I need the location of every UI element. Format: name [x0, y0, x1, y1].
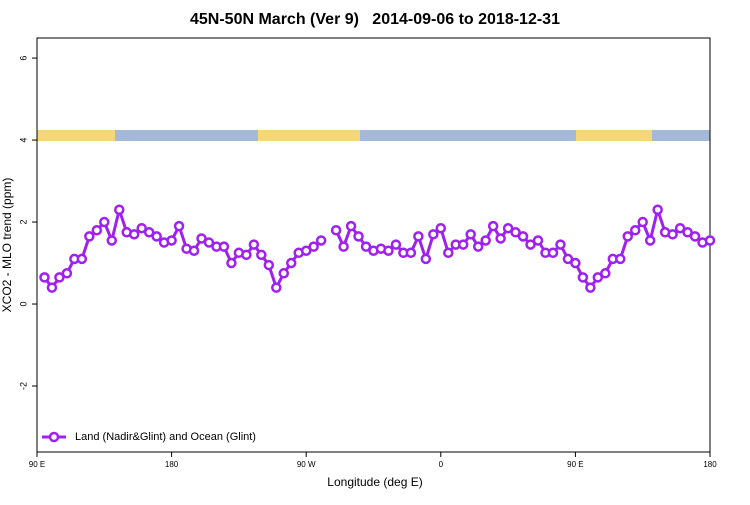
data-point: [84, 231, 95, 242]
x-tick-label: 180: [703, 460, 717, 469]
data-point: [629, 224, 641, 236]
x-axis-label: Longitude (deg E): [327, 475, 422, 489]
data-point: [443, 247, 454, 259]
legend-label: Land (Nadir&Glint) and Ocean (Glint): [75, 431, 256, 443]
data-point: [76, 253, 88, 265]
data-point: [704, 235, 716, 246]
data-point: [166, 235, 177, 246]
data-point: [315, 235, 327, 246]
data-point: [300, 245, 312, 256]
x-tick-label: 90 W: [297, 460, 316, 469]
data-point: [196, 233, 207, 244]
data-point: [480, 235, 491, 246]
data-point: [106, 235, 118, 246]
data-point: [256, 249, 267, 261]
data-point: [592, 272, 604, 283]
y-axis-label: XCO2 - MLO trend (ppm): [0, 178, 14, 313]
data-point: [585, 282, 596, 293]
data-point: [91, 224, 103, 236]
data-point: [667, 229, 678, 240]
data-point: [405, 247, 417, 259]
plot-frame: [36, 37, 711, 453]
data-point: [652, 204, 663, 215]
data-point: [330, 224, 342, 236]
data-point: [555, 239, 566, 250]
data-point: [188, 245, 200, 256]
x-tick-label: 90 E: [29, 460, 45, 469]
data-point: [218, 241, 230, 252]
data-point: [136, 222, 147, 234]
land-ocean-strip: [37, 130, 710, 141]
data-point: [278, 268, 290, 279]
data-point: [689, 231, 701, 242]
data-point: [271, 282, 282, 293]
data-point: [637, 216, 648, 228]
data-point: [495, 233, 506, 244]
data-point: [472, 241, 484, 252]
data-point: [173, 220, 185, 232]
data-point: [241, 249, 252, 261]
data-point: [360, 241, 372, 252]
x-tick-label: 0: [439, 460, 444, 469]
data-point: [54, 272, 65, 283]
data-point: [263, 259, 275, 271]
data-point: [570, 257, 581, 269]
x-tick-label: 90 E: [567, 460, 583, 469]
data-point: [428, 229, 439, 240]
data-point: [383, 245, 394, 256]
data-point: [502, 222, 514, 234]
data-point: [128, 229, 140, 240]
data-point: [682, 227, 693, 238]
data-point: [203, 237, 215, 248]
data-point: [114, 204, 125, 215]
y-tick-label: 2: [18, 220, 28, 225]
data-point: [151, 231, 162, 242]
data-point: [465, 229, 476, 240]
data-point: [39, 272, 50, 283]
data-point: [248, 239, 260, 250]
data-point: [435, 222, 447, 234]
data-point: [338, 241, 349, 252]
data-point: [517, 231, 529, 242]
data-point: [390, 239, 402, 250]
data-point: [61, 268, 73, 279]
data-point: [510, 227, 521, 238]
y-tick-label: 0: [18, 302, 28, 307]
x-tick-label: 180: [165, 460, 179, 469]
data-point: [532, 235, 544, 246]
y-tick-label: 4: [18, 138, 28, 143]
y-tick-label: -2: [18, 382, 28, 390]
data-point: [420, 253, 432, 265]
data-point: [413, 231, 424, 242]
data-point: [622, 231, 633, 242]
data-point: [525, 239, 536, 250]
data-point: [615, 253, 626, 265]
data-point: [345, 220, 357, 232]
data-point: [143, 227, 155, 238]
data-point: [99, 216, 110, 228]
data-point: [547, 247, 559, 259]
data-point: [562, 253, 574, 265]
data-point: [308, 241, 319, 252]
data-point: [487, 220, 499, 232]
data-point: [674, 222, 686, 234]
data-point: [226, 257, 237, 269]
y-tick-label: 6: [18, 56, 28, 61]
data-point: [600, 268, 611, 279]
data-point: [353, 231, 364, 242]
chart-title: 45N-50N March (Ver 9) 2014-09-06 to 2018…: [190, 11, 560, 28]
data-point: [457, 239, 469, 250]
data-point: [644, 235, 656, 246]
data-point: [577, 272, 589, 283]
data-point: [46, 282, 58, 293]
data-point: [285, 257, 297, 269]
legend-marker: [48, 431, 60, 443]
